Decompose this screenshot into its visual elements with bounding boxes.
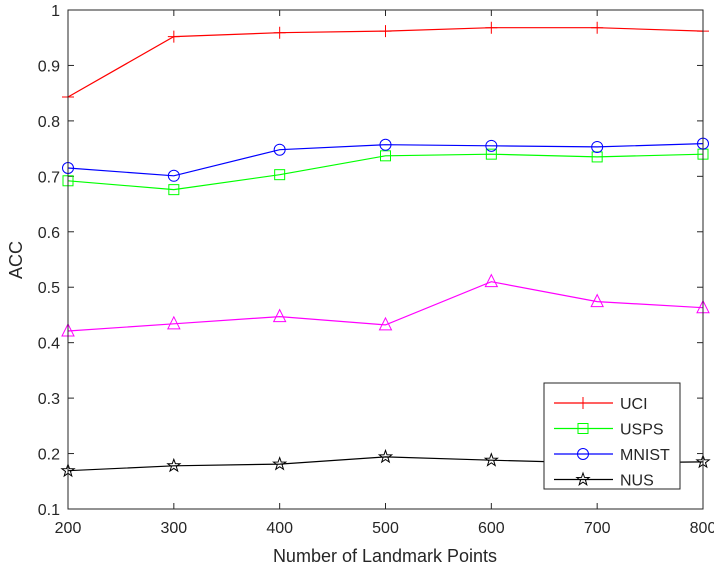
series-usps bbox=[62, 148, 709, 196]
x-tick-label: 300 bbox=[160, 520, 187, 537]
data-point-usps bbox=[485, 148, 497, 160]
data-point-mnist bbox=[167, 169, 180, 182]
data-point-usps bbox=[591, 151, 603, 163]
legend-label-mnist: MNIST bbox=[620, 447, 670, 464]
x-tick-label: 200 bbox=[55, 520, 82, 537]
data-point-usps bbox=[274, 169, 286, 181]
x-tick-label: 600 bbox=[478, 520, 505, 537]
data-point-usps bbox=[380, 150, 391, 162]
legend-label-uci: UCI bbox=[620, 396, 648, 413]
y-tick-label: 1 bbox=[51, 3, 60, 20]
data-point-uci bbox=[273, 26, 286, 39]
x-tick-label: 800 bbox=[690, 520, 714, 537]
legend-marker-uci bbox=[577, 397, 589, 409]
data-point-uci bbox=[379, 25, 392, 38]
data-point-usps bbox=[168, 184, 180, 196]
series-line-magenta bbox=[67, 281, 704, 332]
legend-box bbox=[543, 382, 681, 490]
data-point-uci bbox=[485, 21, 498, 34]
series-magenta bbox=[61, 273, 710, 337]
legend-marker-usps bbox=[577, 423, 589, 434]
data-point-magenta bbox=[484, 273, 499, 288]
data-point-nus bbox=[483, 452, 499, 467]
data-point-nus bbox=[272, 456, 288, 471]
y-tick-label: 0.9 bbox=[38, 58, 60, 75]
y-tick-label: 0.7 bbox=[38, 169, 60, 186]
y-tick-label: 0.2 bbox=[38, 447, 60, 464]
data-point-magenta bbox=[590, 293, 604, 308]
y-tick-label: 0.3 bbox=[38, 391, 60, 408]
data-point-magenta bbox=[272, 308, 287, 323]
data-point-magenta bbox=[378, 316, 393, 331]
y-axis-label: ACC bbox=[6, 241, 26, 279]
plot-frame bbox=[67, 9, 704, 510]
data-point-mnist bbox=[591, 140, 604, 153]
y-tick-label: 0.6 bbox=[38, 225, 60, 242]
y-tick-label: 0.1 bbox=[38, 502, 60, 519]
legend-label-nus: NUS bbox=[620, 473, 654, 490]
series-line-mnist bbox=[67, 143, 704, 177]
data-point-nus bbox=[377, 448, 394, 464]
legend-marker-nus bbox=[575, 471, 591, 487]
legend-label-usps: USPS bbox=[620, 422, 664, 439]
data-point-uci bbox=[167, 30, 180, 43]
x-axis-label: Number of Landmark Points bbox=[273, 546, 497, 566]
data-point-uci bbox=[591, 21, 604, 34]
data-point-mnist bbox=[379, 138, 392, 151]
legend-marker-mnist bbox=[577, 448, 589, 460]
series-line-usps bbox=[67, 153, 704, 191]
y-tick-label: 0.4 bbox=[38, 336, 60, 353]
x-tick-label: 500 bbox=[372, 520, 399, 537]
data-point-mnist bbox=[273, 143, 286, 156]
x-tick-label: 400 bbox=[266, 520, 293, 537]
data-point-nus bbox=[166, 457, 182, 473]
legend: UCI USPS MNIST NUS bbox=[543, 382, 681, 490]
y-tick-label: 0.8 bbox=[38, 114, 60, 131]
data-point-mnist bbox=[485, 139, 498, 152]
data-point-magenta bbox=[167, 315, 181, 330]
x-tick-label: 700 bbox=[584, 520, 611, 537]
y-tick-label: 0.5 bbox=[38, 280, 60, 297]
